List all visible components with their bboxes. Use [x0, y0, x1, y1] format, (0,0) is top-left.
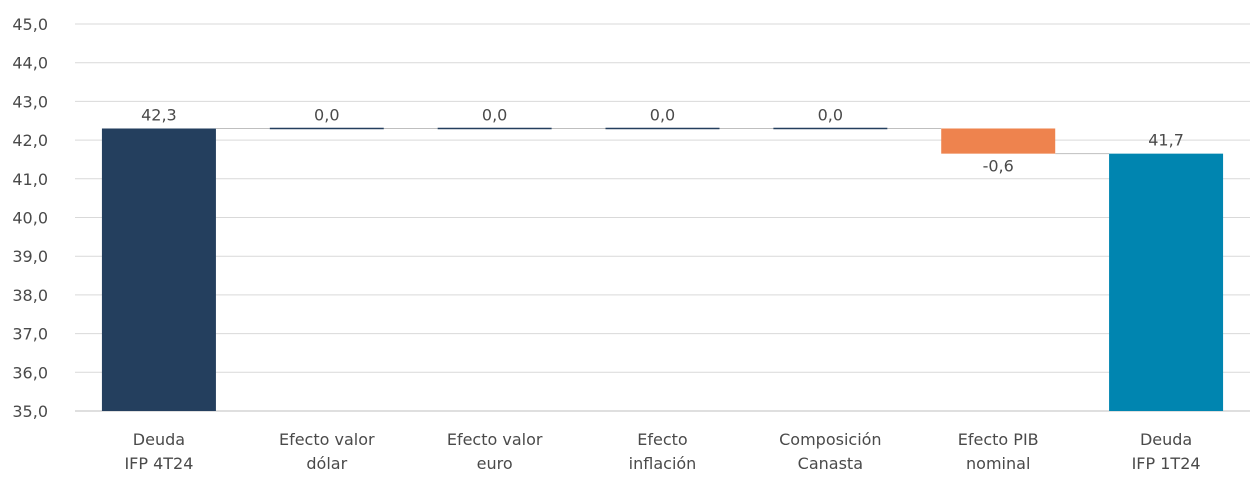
x-category-label: Efecto inflación: [629, 430, 697, 473]
y-tick-label: 43,0: [12, 92, 48, 111]
data-label: 0,0: [482, 105, 507, 124]
bar: [101, 128, 216, 412]
y-tick-label: 41,0: [12, 170, 48, 189]
bar: [437, 127, 552, 130]
y-tick-label: 37,0: [12, 325, 48, 344]
x-category-label: Composición Canasta: [779, 430, 881, 473]
y-axis-tick-labels: 35,0 36,0 37,0 38,0 39,0 40,0 41,0 42,0 43,0 44,0…: [12, 15, 48, 421]
bar: [773, 127, 888, 130]
bar: [605, 127, 720, 130]
data-label: 0,0: [818, 105, 843, 124]
y-tick-label: 36,0: [12, 363, 48, 382]
grid-lines: [75, 23, 1250, 412]
bar: [1109, 153, 1224, 411]
x-axis-category-labels: Deuda IFP 4T24 Efecto valor dólar Efecto val…: [124, 430, 1200, 473]
bar: [941, 128, 1056, 154]
y-tick-label: 44,0: [12, 54, 48, 73]
y-tick-label: 45,0: [12, 15, 48, 34]
data-label: 41,7: [1148, 131, 1184, 150]
x-category-label: Deuda IFP 1T24: [1132, 430, 1201, 473]
y-tick-label: 35,0: [12, 402, 48, 421]
x-category-label: Efecto valor dólar: [279, 430, 375, 473]
bar: [269, 127, 384, 130]
x-category-label: Efecto PIB nominal: [958, 430, 1039, 473]
y-tick-label: 40,0: [12, 209, 48, 228]
x-category-label: Deuda IFP 4T24: [124, 430, 193, 473]
bars: [101, 127, 1224, 412]
data-labels: 42,3 0,0 0,0 0,0 0,0 -0,6 41,7: [141, 105, 1184, 175]
y-tick-label: 39,0: [12, 247, 48, 266]
connectors: [215, 127, 1110, 155]
y-tick-label: 38,0: [12, 286, 48, 305]
x-category-label: Efecto valor euro: [447, 430, 543, 473]
data-label: 42,3: [141, 105, 177, 124]
y-tick-label: 42,0: [12, 131, 48, 150]
data-label: -0,6: [983, 157, 1014, 176]
data-label: 0,0: [650, 105, 675, 124]
data-label: 0,0: [314, 105, 339, 124]
